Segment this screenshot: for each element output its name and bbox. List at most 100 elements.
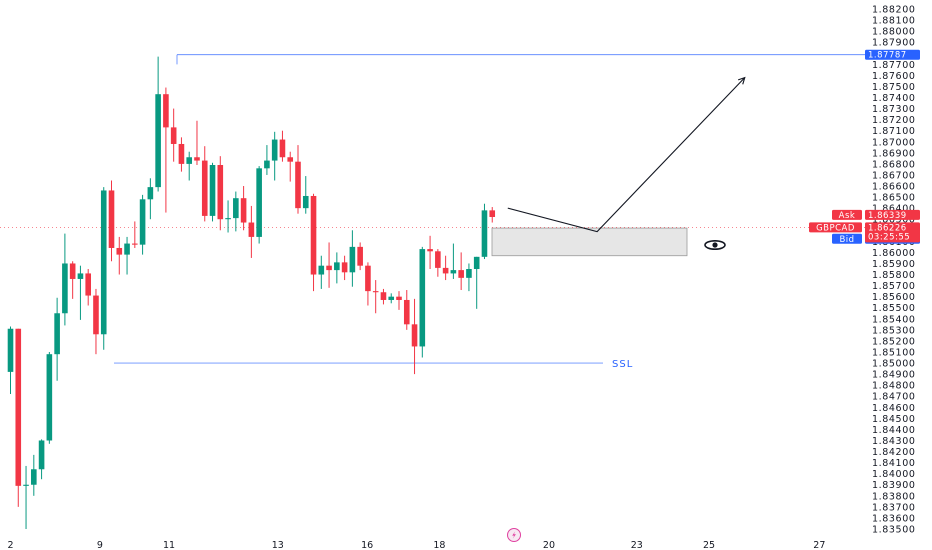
candle-body [264, 160, 270, 169]
candle[interactable] [201, 146, 208, 222]
candle[interactable] [442, 255, 449, 281]
candle[interactable] [46, 351, 53, 444]
price-tick-label: 1.85500 [872, 303, 916, 314]
candle[interactable] [62, 233, 68, 326]
candle[interactable] [248, 205, 255, 258]
candle[interactable] [310, 193, 317, 292]
candle[interactable] [365, 262, 371, 306]
candle[interactable] [186, 151, 193, 181]
price-tick-label: 1.86900 [872, 148, 916, 159]
candle[interactable] [147, 178, 154, 220]
candle[interactable] [318, 255, 325, 289]
candle-body [31, 469, 37, 485]
candle[interactable] [473, 256, 480, 309]
candle-body [396, 296, 402, 300]
candle[interactable] [264, 145, 270, 175]
candle[interactable] [287, 151, 294, 182]
candle[interactable] [225, 200, 231, 233]
candle[interactable] [163, 87, 169, 213]
candle[interactable] [240, 186, 247, 231]
flash-icon[interactable] [507, 528, 521, 542]
candle[interactable] [124, 236, 130, 275]
candle-body [155, 94, 161, 188]
eye-icon[interactable] [704, 240, 726, 250]
candle-body [100, 190, 107, 335]
projection-arrowhead [737, 76, 746, 85]
candle-body [302, 195, 309, 209]
candle[interactable] [178, 137, 185, 172]
candle[interactable] [93, 288, 99, 355]
candle[interactable] [411, 298, 418, 375]
candle[interactable] [341, 255, 348, 281]
candle-body [357, 246, 363, 266]
candle[interactable] [23, 465, 29, 529]
candle[interactable] [372, 280, 379, 314]
candle[interactable] [15, 328, 22, 507]
candle[interactable] [489, 207, 496, 223]
candle[interactable] [170, 108, 177, 162]
candle[interactable] [481, 203, 488, 260]
candle[interactable] [427, 235, 433, 269]
candle-body [46, 354, 53, 441]
candle[interactable] [85, 269, 91, 306]
candle-body [93, 295, 99, 335]
candle[interactable] [435, 249, 441, 277]
date-tick-label: 2 [7, 540, 13, 550]
candle[interactable] [139, 194, 146, 255]
price-tick-label: 1.83800 [872, 491, 916, 502]
candle[interactable] [419, 246, 426, 358]
candle[interactable] [116, 236, 123, 275]
candle[interactable] [100, 187, 107, 350]
candle[interactable] [271, 131, 278, 181]
candle[interactable] [38, 439, 45, 480]
date-axis[interactable]: 2 9 11 13 16 18 20 23 25 27 [7, 540, 825, 550]
candle[interactable] [209, 162, 216, 222]
candle[interactable] [256, 166, 262, 244]
candle[interactable] [54, 297, 60, 381]
candle[interactable] [155, 56, 161, 192]
date-tick-label: 13 [272, 540, 284, 550]
candle[interactable] [77, 265, 84, 320]
candle[interactable] [194, 120, 200, 165]
candle[interactable] [31, 454, 37, 496]
candle[interactable] [326, 242, 332, 288]
price-tick-label: 1.85300 [872, 325, 916, 336]
candle-body [178, 143, 185, 164]
candle[interactable] [403, 290, 410, 330]
candle[interactable] [7, 326, 14, 395]
price-axis[interactable]: 1.835001.836001.837001.838001.839001.840… [872, 5, 916, 536]
candle[interactable] [108, 180, 115, 262]
candle[interactable] [295, 145, 301, 214]
candle[interactable] [380, 288, 387, 305]
candle-body [450, 270, 457, 274]
candle[interactable] [450, 243, 457, 279]
demand-zone-layer [491, 227, 688, 257]
candle[interactable] [132, 221, 138, 248]
last-price-tag: 1.86226 [868, 223, 907, 233]
candle[interactable] [279, 130, 286, 162]
price-tick-label: 1.83500 [872, 525, 916, 536]
projection-path[interactable] [507, 77, 746, 233]
candle-body [209, 165, 216, 216]
candle[interactable] [302, 176, 309, 214]
candle[interactable] [334, 252, 340, 284]
price-tick-label: 1.86000 [872, 248, 916, 259]
candle[interactable] [388, 293, 395, 304]
candle[interactable] [233, 191, 239, 232]
candle-body [466, 269, 472, 278]
candle[interactable] [458, 252, 464, 291]
candle-body [334, 262, 340, 271]
candle[interactable] [349, 230, 356, 287]
misc-icons [507, 240, 726, 542]
candle[interactable] [217, 156, 224, 231]
candle-body [7, 328, 14, 372]
candle[interactable] [396, 291, 402, 310]
price-tick-label: 1.86400 [872, 204, 916, 215]
candle[interactable] [466, 263, 472, 292]
candle[interactable] [357, 242, 363, 271]
candles-layer [7, 56, 496, 529]
demand-zone[interactable] [491, 227, 688, 257]
candle-body [380, 292, 387, 300]
candle[interactable] [69, 261, 76, 299]
